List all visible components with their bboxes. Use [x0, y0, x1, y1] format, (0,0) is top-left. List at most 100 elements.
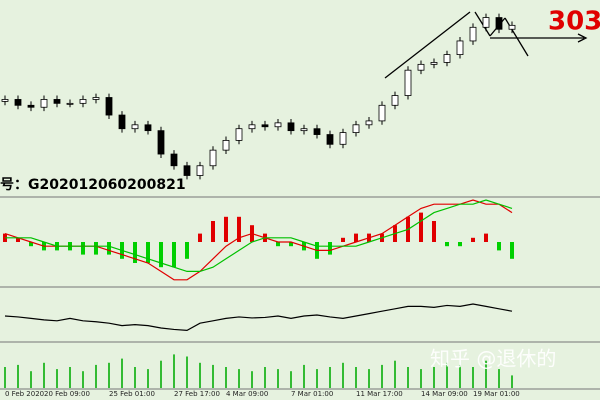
candle-body	[131, 124, 139, 130]
histogram-bar	[432, 221, 436, 242]
line-series	[5, 199, 513, 272]
candle-body	[66, 102, 74, 105]
candle-body	[79, 99, 87, 104]
histogram-bar	[159, 242, 163, 268]
volume-bar	[186, 356, 188, 388]
candle-body	[144, 124, 152, 132]
volume-bar	[498, 369, 500, 388]
candle-body	[352, 124, 360, 134]
volume-bar	[316, 369, 318, 388]
volume-bar	[511, 375, 513, 388]
histogram-bar	[510, 242, 514, 259]
volume-bar	[17, 364, 19, 388]
histogram-bar	[341, 237, 345, 242]
histogram-bar	[133, 242, 137, 263]
candle-body	[300, 128, 308, 132]
candle-body	[430, 62, 438, 65]
candle-body	[183, 165, 191, 176]
volume-bar	[381, 364, 383, 388]
volume-bar	[303, 364, 305, 388]
volume-bar	[342, 362, 344, 388]
volume-bar	[56, 369, 58, 388]
volume-bar	[459, 364, 461, 388]
volume-bar	[238, 369, 240, 388]
x-tick-label: 0 Feb 2020	[5, 390, 44, 398]
volume-bar	[30, 371, 32, 388]
candle-body	[105, 97, 113, 116]
histogram-bar	[289, 242, 293, 247]
candle-body	[1, 99, 9, 102]
candle-body	[339, 132, 347, 145]
candle-body	[287, 122, 295, 132]
histogram-bar	[172, 242, 176, 268]
order-number: 号：G202012060200821	[0, 177, 186, 193]
volume-bar	[4, 367, 6, 388]
volume-bar	[290, 371, 292, 388]
volume-bar	[251, 371, 253, 388]
candle-body	[27, 104, 35, 108]
candle-body	[261, 124, 269, 128]
volume-bar	[329, 367, 331, 388]
histogram-bar	[107, 242, 111, 255]
histogram-bar	[276, 242, 280, 247]
candle-body	[378, 104, 386, 122]
x-tick-label: 7 Mar 01:00	[291, 390, 333, 398]
line-series	[4, 303, 513, 332]
x-tick-label: 11 Mar 17:00	[356, 390, 403, 398]
candle-body	[495, 17, 503, 30]
x-tick-label: 27 Feb 17:00	[174, 390, 220, 398]
x-tick-label: 4 Mar 09:00	[226, 390, 268, 398]
x-tick-label: 25 Feb 01:00	[109, 390, 155, 398]
volume-bar	[433, 367, 435, 388]
histogram-bar	[484, 233, 488, 242]
candle-body	[313, 128, 321, 135]
candle-body	[508, 24, 516, 30]
volume-bar	[199, 362, 201, 388]
watermark: 知乎 @退休的	[430, 347, 556, 371]
x-tick-label: 19 Mar 01:00	[473, 390, 520, 398]
histogram-bar	[16, 237, 20, 242]
volume-bar	[69, 367, 71, 388]
annotation-arrows	[384, 11, 588, 79]
volume-bar	[394, 360, 396, 388]
candle-body	[469, 26, 477, 42]
candle-body	[235, 128, 243, 141]
candle-body	[482, 17, 490, 28]
volume-bar	[121, 358, 123, 388]
x-tick-label: 14 Mar 09:00	[421, 390, 468, 398]
histogram-bar	[354, 233, 358, 242]
histogram-bar	[146, 242, 150, 263]
candle-body	[456, 40, 464, 56]
volume-bar	[225, 367, 227, 388]
histogram-bar	[419, 212, 423, 242]
volume-bar	[368, 369, 370, 388]
volume-bar	[485, 360, 487, 388]
histogram-bar	[224, 216, 228, 242]
volume-bar	[160, 360, 162, 388]
price-annotation: 303	[548, 7, 600, 37]
volume-bar	[147, 369, 149, 388]
candle-body	[248, 124, 256, 130]
volume-bar	[43, 362, 45, 388]
candle-body	[40, 99, 48, 108]
volume-bar	[82, 371, 84, 388]
candle-body	[365, 120, 373, 126]
histogram-bar	[211, 221, 215, 242]
candle-body	[196, 165, 204, 176]
volume-bar	[212, 364, 214, 388]
histogram-bar	[237, 216, 241, 242]
candle-body	[222, 139, 230, 151]
candle-body	[417, 63, 425, 71]
histogram-bar	[94, 242, 98, 255]
volume-bar	[173, 354, 175, 388]
volume-bar	[355, 367, 357, 388]
candle-body	[118, 114, 126, 130]
volume-bar	[134, 367, 136, 388]
histogram-bar	[471, 237, 475, 242]
candle-body	[14, 99, 22, 106]
volume-bar	[264, 367, 266, 388]
volume-bar	[95, 364, 97, 388]
candle-body	[170, 153, 178, 167]
